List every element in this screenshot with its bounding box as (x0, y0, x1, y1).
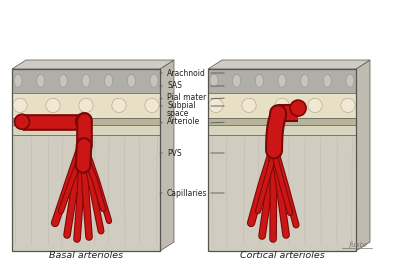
Text: Pial mater: Pial mater (167, 94, 206, 103)
Polygon shape (12, 93, 160, 118)
Text: fuste: fuste (348, 241, 368, 249)
Polygon shape (356, 60, 370, 251)
Circle shape (112, 98, 126, 113)
Text: Arteriole: Arteriole (167, 117, 200, 126)
Polygon shape (12, 135, 160, 251)
Ellipse shape (255, 74, 263, 87)
Polygon shape (208, 118, 356, 125)
Polygon shape (12, 125, 160, 135)
Polygon shape (208, 93, 356, 118)
Text: Basal arterioles: Basal arterioles (49, 250, 123, 259)
Text: Cortical arterioles: Cortical arterioles (240, 250, 324, 259)
Polygon shape (208, 135, 356, 251)
Polygon shape (12, 118, 160, 125)
Ellipse shape (346, 74, 354, 87)
Circle shape (13, 98, 27, 113)
Circle shape (275, 98, 289, 113)
Ellipse shape (150, 74, 158, 87)
Circle shape (14, 114, 30, 129)
Polygon shape (12, 60, 174, 69)
Circle shape (79, 98, 93, 113)
Polygon shape (208, 125, 356, 135)
Ellipse shape (278, 74, 286, 87)
Circle shape (242, 98, 256, 113)
Text: Subpial: Subpial (167, 101, 196, 111)
Ellipse shape (301, 74, 309, 87)
Ellipse shape (233, 74, 241, 87)
Ellipse shape (105, 74, 113, 87)
Ellipse shape (82, 74, 90, 87)
Ellipse shape (37, 74, 45, 87)
Text: Arachnoid: Arachnoid (167, 68, 206, 77)
Polygon shape (208, 69, 356, 93)
Circle shape (308, 98, 322, 113)
Polygon shape (12, 69, 160, 93)
Circle shape (341, 98, 355, 113)
Text: PVS: PVS (167, 148, 182, 157)
Ellipse shape (323, 74, 331, 87)
Text: SAS: SAS (167, 82, 182, 91)
Circle shape (145, 98, 159, 113)
Text: space: space (167, 108, 189, 117)
Ellipse shape (127, 74, 135, 87)
Ellipse shape (14, 74, 22, 87)
Circle shape (290, 100, 306, 116)
Polygon shape (208, 60, 370, 69)
Ellipse shape (59, 74, 67, 87)
Circle shape (46, 98, 60, 113)
Text: Capillaries: Capillaries (167, 188, 208, 197)
Ellipse shape (210, 74, 218, 87)
Circle shape (209, 98, 223, 113)
Polygon shape (160, 60, 174, 251)
